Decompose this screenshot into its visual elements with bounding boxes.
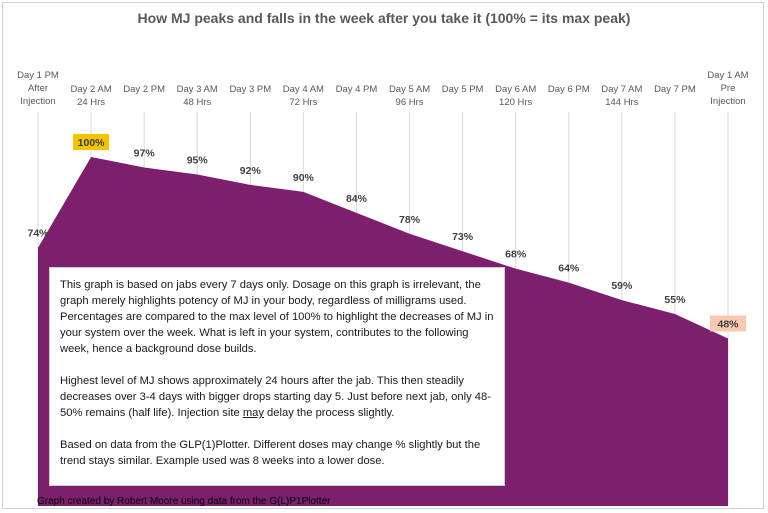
x-tick-label: Day 1 PM After Injection bbox=[17, 70, 59, 107]
note-paragraph-3: Based on data from the GLP(1)Plotter. Di… bbox=[60, 439, 481, 467]
x-tick-label: Day 7 PM bbox=[654, 84, 696, 95]
data-label: 97% bbox=[134, 147, 156, 159]
data-label: 68% bbox=[505, 249, 527, 261]
explanation-note: This graph is based on jabs every 7 days… bbox=[49, 267, 505, 486]
credit-text: Graph created by Robert Moore using data… bbox=[37, 496, 331, 507]
peak-label-highlight bbox=[73, 134, 110, 150]
data-label: 59% bbox=[611, 280, 633, 292]
data-label: 90% bbox=[293, 172, 315, 184]
x-tick-label: Day 6 PM bbox=[548, 84, 590, 95]
data-label: 74% bbox=[27, 228, 49, 240]
data-label: 64% bbox=[558, 263, 580, 275]
x-tick-label: Day 5 PM bbox=[442, 84, 484, 95]
final-label-highlight bbox=[710, 315, 746, 332]
x-tick-label: Day 7 AM 144 Hrs bbox=[601, 84, 642, 108]
data-label: 92% bbox=[240, 165, 262, 177]
x-tick-label: Day 4 PM bbox=[336, 84, 378, 95]
data-label: 48% bbox=[717, 318, 739, 330]
data-label: 95% bbox=[187, 154, 209, 166]
x-tick-label: Day 2 AM 24 Hrs bbox=[70, 84, 111, 108]
x-tick-label: Day 3 AM 48 Hrs bbox=[177, 84, 218, 108]
x-tick-label: Day 6 AM 120 Hrs bbox=[495, 84, 536, 108]
x-tick-label: Day 1 AM Pre Injection bbox=[707, 70, 748, 107]
underlined-word: may bbox=[242, 407, 264, 419]
note-paragraph-1: This graph is based on jabs every 7 days… bbox=[60, 279, 494, 355]
x-tick-label: Day 2 PM bbox=[123, 84, 165, 95]
x-tick-label: Day 3 PM bbox=[229, 84, 271, 95]
x-tick-label: Day 4 AM 72 Hrs bbox=[283, 84, 324, 108]
data-labels: 74% 100% 97% 95% 92% 90% 84% 78% 73% 68% 64% 59% 55%… bbox=[27, 134, 746, 332]
data-label: 84% bbox=[346, 193, 368, 205]
data-label: 100% bbox=[78, 137, 106, 149]
x-tick-label: Day 5 AM 96 Hrs bbox=[389, 84, 430, 108]
data-label: 73% bbox=[452, 231, 474, 243]
x-axis-labels: Day 1 PM After Injection Day 2 AM 24 Hrs Day … bbox=[17, 70, 749, 108]
data-label: 55% bbox=[664, 294, 686, 306]
chart-title: How MJ peaks and falls in the week after… bbox=[137, 10, 631, 26]
note-paragraph-2: Highest level of MJ shows approximately … bbox=[60, 375, 491, 419]
data-label: 78% bbox=[399, 214, 421, 226]
